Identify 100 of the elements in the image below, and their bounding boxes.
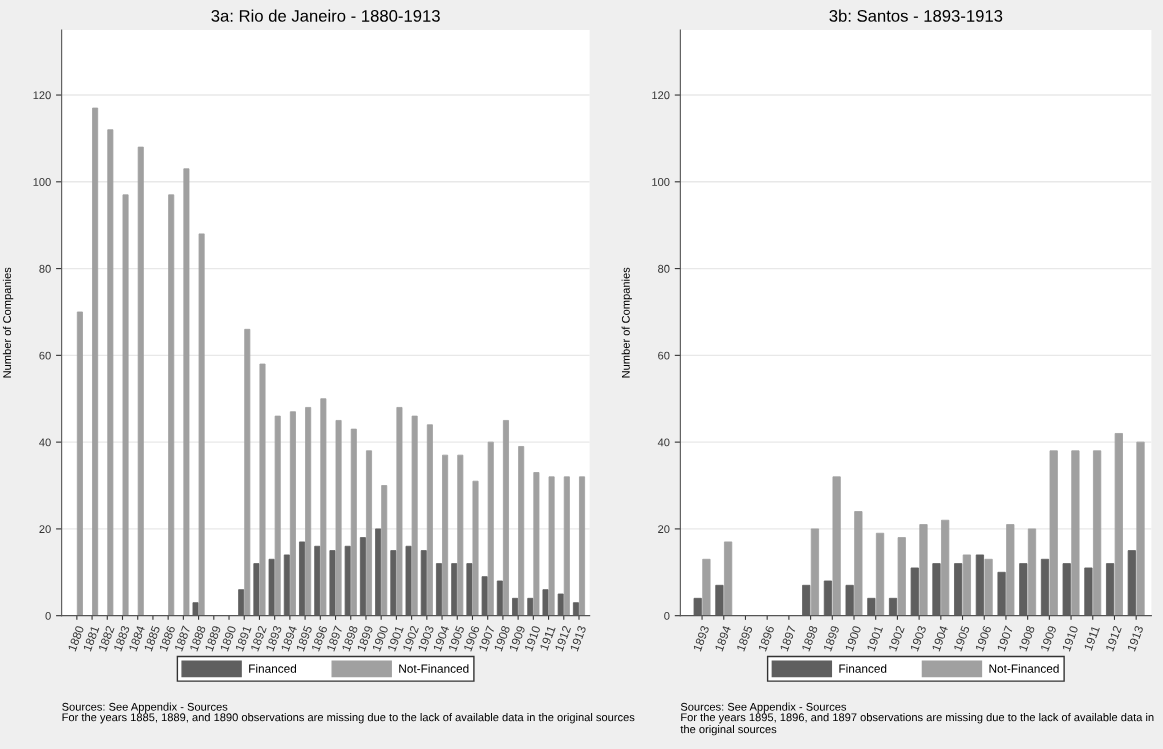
x-tick-label: 1888 xyxy=(189,625,206,652)
bar xyxy=(548,476,555,616)
bar xyxy=(1071,450,1080,616)
bar xyxy=(350,428,357,616)
x-tick-label: 1909 xyxy=(509,625,526,652)
y-tick-label: 0 xyxy=(45,611,51,620)
x-tick-label: 1893 xyxy=(265,625,282,652)
bar xyxy=(1027,528,1037,616)
x-tick-label: 1901 xyxy=(866,625,883,652)
x-tick-label: 1885 xyxy=(143,625,161,652)
x-tick-label: 1883 xyxy=(113,625,130,652)
y-tick-label: 40 xyxy=(39,438,51,447)
text: For the years 1895, 1896, and 1897 observations are missing due to the lack of available data in the original sources xyxy=(680,713,1154,736)
y-axis-title: Number of Companies xyxy=(2,267,14,378)
bar xyxy=(76,311,83,616)
bar xyxy=(168,194,175,616)
x-tick-label: 1911 xyxy=(1083,625,1100,651)
y-tick-label: 20 xyxy=(658,525,670,534)
chart-title: 3a: Rio de Janeiro - 1880-1913 xyxy=(211,9,440,22)
x-tick-label: 1900 xyxy=(844,625,862,652)
bar xyxy=(244,328,251,616)
x-tick-label: 1905 xyxy=(448,625,465,652)
bar xyxy=(563,476,570,616)
x-tick-label: 1886 xyxy=(159,625,176,652)
x-tick-label: 1889 xyxy=(204,625,222,652)
bar xyxy=(366,450,373,616)
x-tick-label: 1884 xyxy=(128,625,146,652)
bar xyxy=(984,558,993,616)
y-tick-label: 80 xyxy=(39,264,51,273)
bar xyxy=(810,528,820,616)
bar xyxy=(724,541,733,616)
x-tick-label: 1903 xyxy=(417,625,435,652)
bar xyxy=(1093,450,1102,616)
source-note: Sources: See Appendix - Sources xyxy=(680,702,847,713)
bar xyxy=(411,415,418,616)
bar xyxy=(832,476,841,616)
x-tick-label: 1906 xyxy=(463,625,480,652)
bar xyxy=(897,537,906,616)
x-tick-label: 1898 xyxy=(341,625,359,652)
x-tick-label: 1909 xyxy=(1040,625,1057,652)
bar xyxy=(702,558,711,616)
bar xyxy=(320,398,327,616)
bar xyxy=(1136,441,1145,616)
y-tick-label: 60 xyxy=(39,351,51,360)
x-tick-label: 1896 xyxy=(758,625,775,652)
bar xyxy=(518,446,525,616)
x-tick-label: 1910 xyxy=(1062,625,1079,652)
x-tick-label: 1905 xyxy=(953,625,970,652)
legend-label: Financed xyxy=(249,664,297,673)
x-tick-label: 1896 xyxy=(311,625,328,652)
bar xyxy=(305,407,312,616)
x-tick-label: 1887 xyxy=(174,625,191,652)
x-tick-label: 1891 xyxy=(235,625,252,652)
y-tick-label: 60 xyxy=(658,351,670,360)
bar xyxy=(335,420,342,616)
text: For the years 1885, 1889, and 1890 observations are missing due to the lack of available data in the original sources xyxy=(62,713,635,724)
x-tick-label: 1890 xyxy=(219,625,237,652)
x-tick-label: 1912 xyxy=(1105,625,1122,652)
y-tick-label: 80 xyxy=(658,264,670,273)
bar xyxy=(875,532,885,616)
x-tick-label: 1911 xyxy=(539,625,556,651)
x-tick-label: 1903 xyxy=(910,625,927,652)
x-tick-label: 1910 xyxy=(524,625,541,652)
chart-title: 3b: Santos - 1893-1913 xyxy=(829,9,1003,22)
x-tick-label: 1898 xyxy=(801,625,818,652)
x-tick-label: 1906 xyxy=(975,625,992,652)
x-tick-label: 1907 xyxy=(996,625,1014,652)
source-note: Sources: See Appendix - Sources xyxy=(62,702,228,713)
bar xyxy=(919,524,928,616)
bar xyxy=(137,146,144,616)
bar xyxy=(92,107,99,616)
y-tick-label: 40 xyxy=(657,438,670,447)
bar xyxy=(183,168,190,616)
bar xyxy=(1049,450,1058,616)
bar xyxy=(107,129,114,616)
x-tick-label: 1901 xyxy=(387,625,404,652)
bar xyxy=(502,420,509,616)
y-tick-label: 100 xyxy=(33,178,51,186)
legend-label: Not-Financed xyxy=(989,664,1059,673)
y-tick-label: 120 xyxy=(652,91,670,100)
x-tick-label: 1912 xyxy=(554,625,572,652)
x-tick-label: 1902 xyxy=(888,625,905,652)
x-tick-label: 1880 xyxy=(67,625,85,652)
x-tick-label: 1881 xyxy=(83,625,100,652)
bar xyxy=(289,411,296,616)
legend-label: Financed xyxy=(839,664,887,673)
bar xyxy=(1006,524,1015,616)
bar xyxy=(487,441,494,616)
bar xyxy=(396,407,403,616)
bar xyxy=(198,233,205,616)
bar xyxy=(122,194,129,616)
bar xyxy=(274,415,281,616)
y-tick-label: 100 xyxy=(652,178,670,186)
bar xyxy=(426,424,433,616)
x-tick-label: 1899 xyxy=(823,625,840,652)
bar xyxy=(962,554,971,616)
x-tick-label: 1900 xyxy=(372,625,389,652)
bar xyxy=(381,485,388,616)
y-tick-label: 0 xyxy=(664,611,670,620)
bar xyxy=(533,472,540,616)
